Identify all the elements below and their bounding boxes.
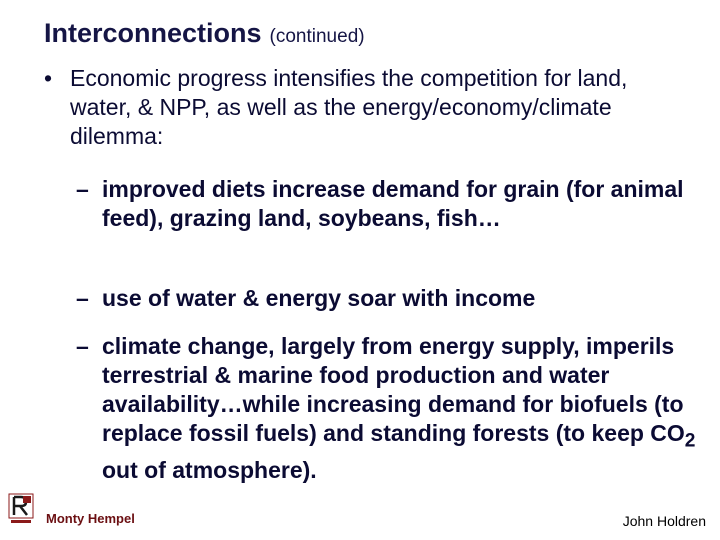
author-name: John Holdren <box>622 513 706 529</box>
climate-text-after: out of atmosphere). <box>102 456 317 483</box>
sub-bullet-text: use of water & energy soar with income <box>102 285 536 311</box>
bullet-marker: • <box>44 65 53 91</box>
climate-text-before: climate change, largely from energy supp… <box>102 333 685 446</box>
title-suffix: (continued) <box>269 26 365 47</box>
sub-bullet-diets: – improved diets increase demand for gra… <box>76 175 696 233</box>
sub-bullet-water-energy: – use of water & energy soar with income <box>76 284 696 313</box>
main-bullet: • Economic progress intensifies the comp… <box>44 64 694 151</box>
sub-bullet-marker: – <box>76 333 89 359</box>
logo-icon <box>8 493 34 525</box>
sub-bullet-marker: – <box>76 285 89 311</box>
sub-bullet-text: improved diets increase demand for grain… <box>102 176 684 231</box>
slide-title: Interconnections (continued) <box>44 18 365 49</box>
co2-subscript: 2 <box>684 430 696 452</box>
sub-bullet-text: climate change, largely from energy supp… <box>102 332 696 485</box>
title-main: Interconnections <box>44 18 262 48</box>
main-bullet-text: Economic progress intensifies the compet… <box>70 65 628 149</box>
presenter-name: Monty Hempel <box>46 511 135 526</box>
sub-bullet-climate: – climate change, largely from energy su… <box>76 332 696 485</box>
sub-bullet-marker: – <box>76 176 89 202</box>
